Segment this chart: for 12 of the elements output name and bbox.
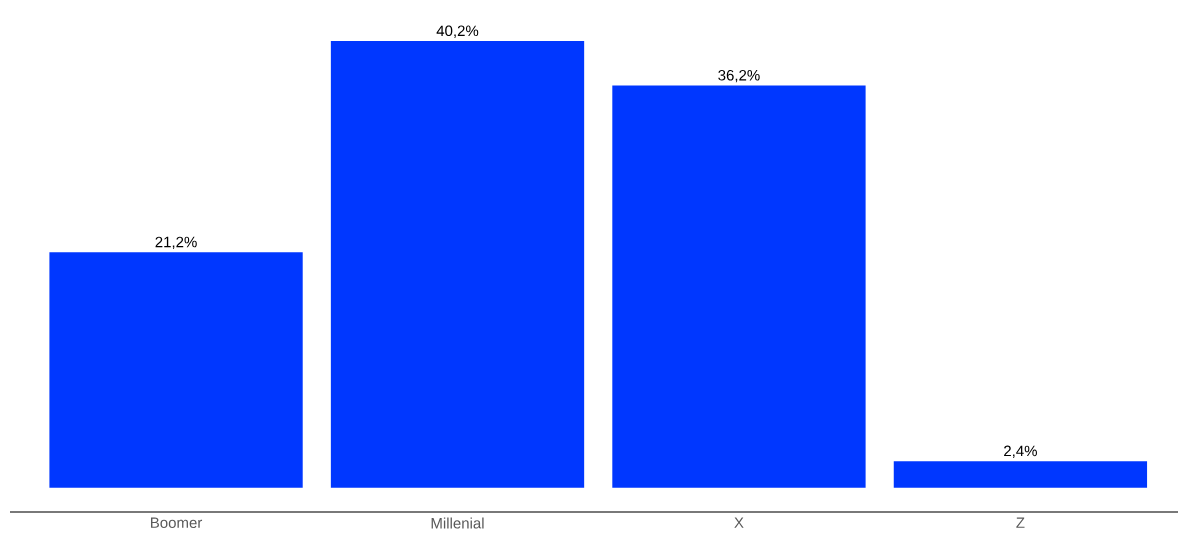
bar (49, 252, 303, 488)
x-tick-label: Z (1016, 517, 1025, 528)
data-label: 36,2% (718, 69, 760, 83)
data-label: 21,2% (155, 236, 197, 250)
bar (893, 461, 1148, 488)
x-tick-label: Boomer (151, 517, 203, 528)
x-tick-label: X (734, 517, 744, 528)
data-label: 2,4% (1004, 445, 1037, 458)
data-label: 40,2% (436, 25, 479, 38)
bar (612, 85, 866, 488)
bar (330, 41, 585, 488)
x-tick-label: Millenial (431, 517, 484, 529)
